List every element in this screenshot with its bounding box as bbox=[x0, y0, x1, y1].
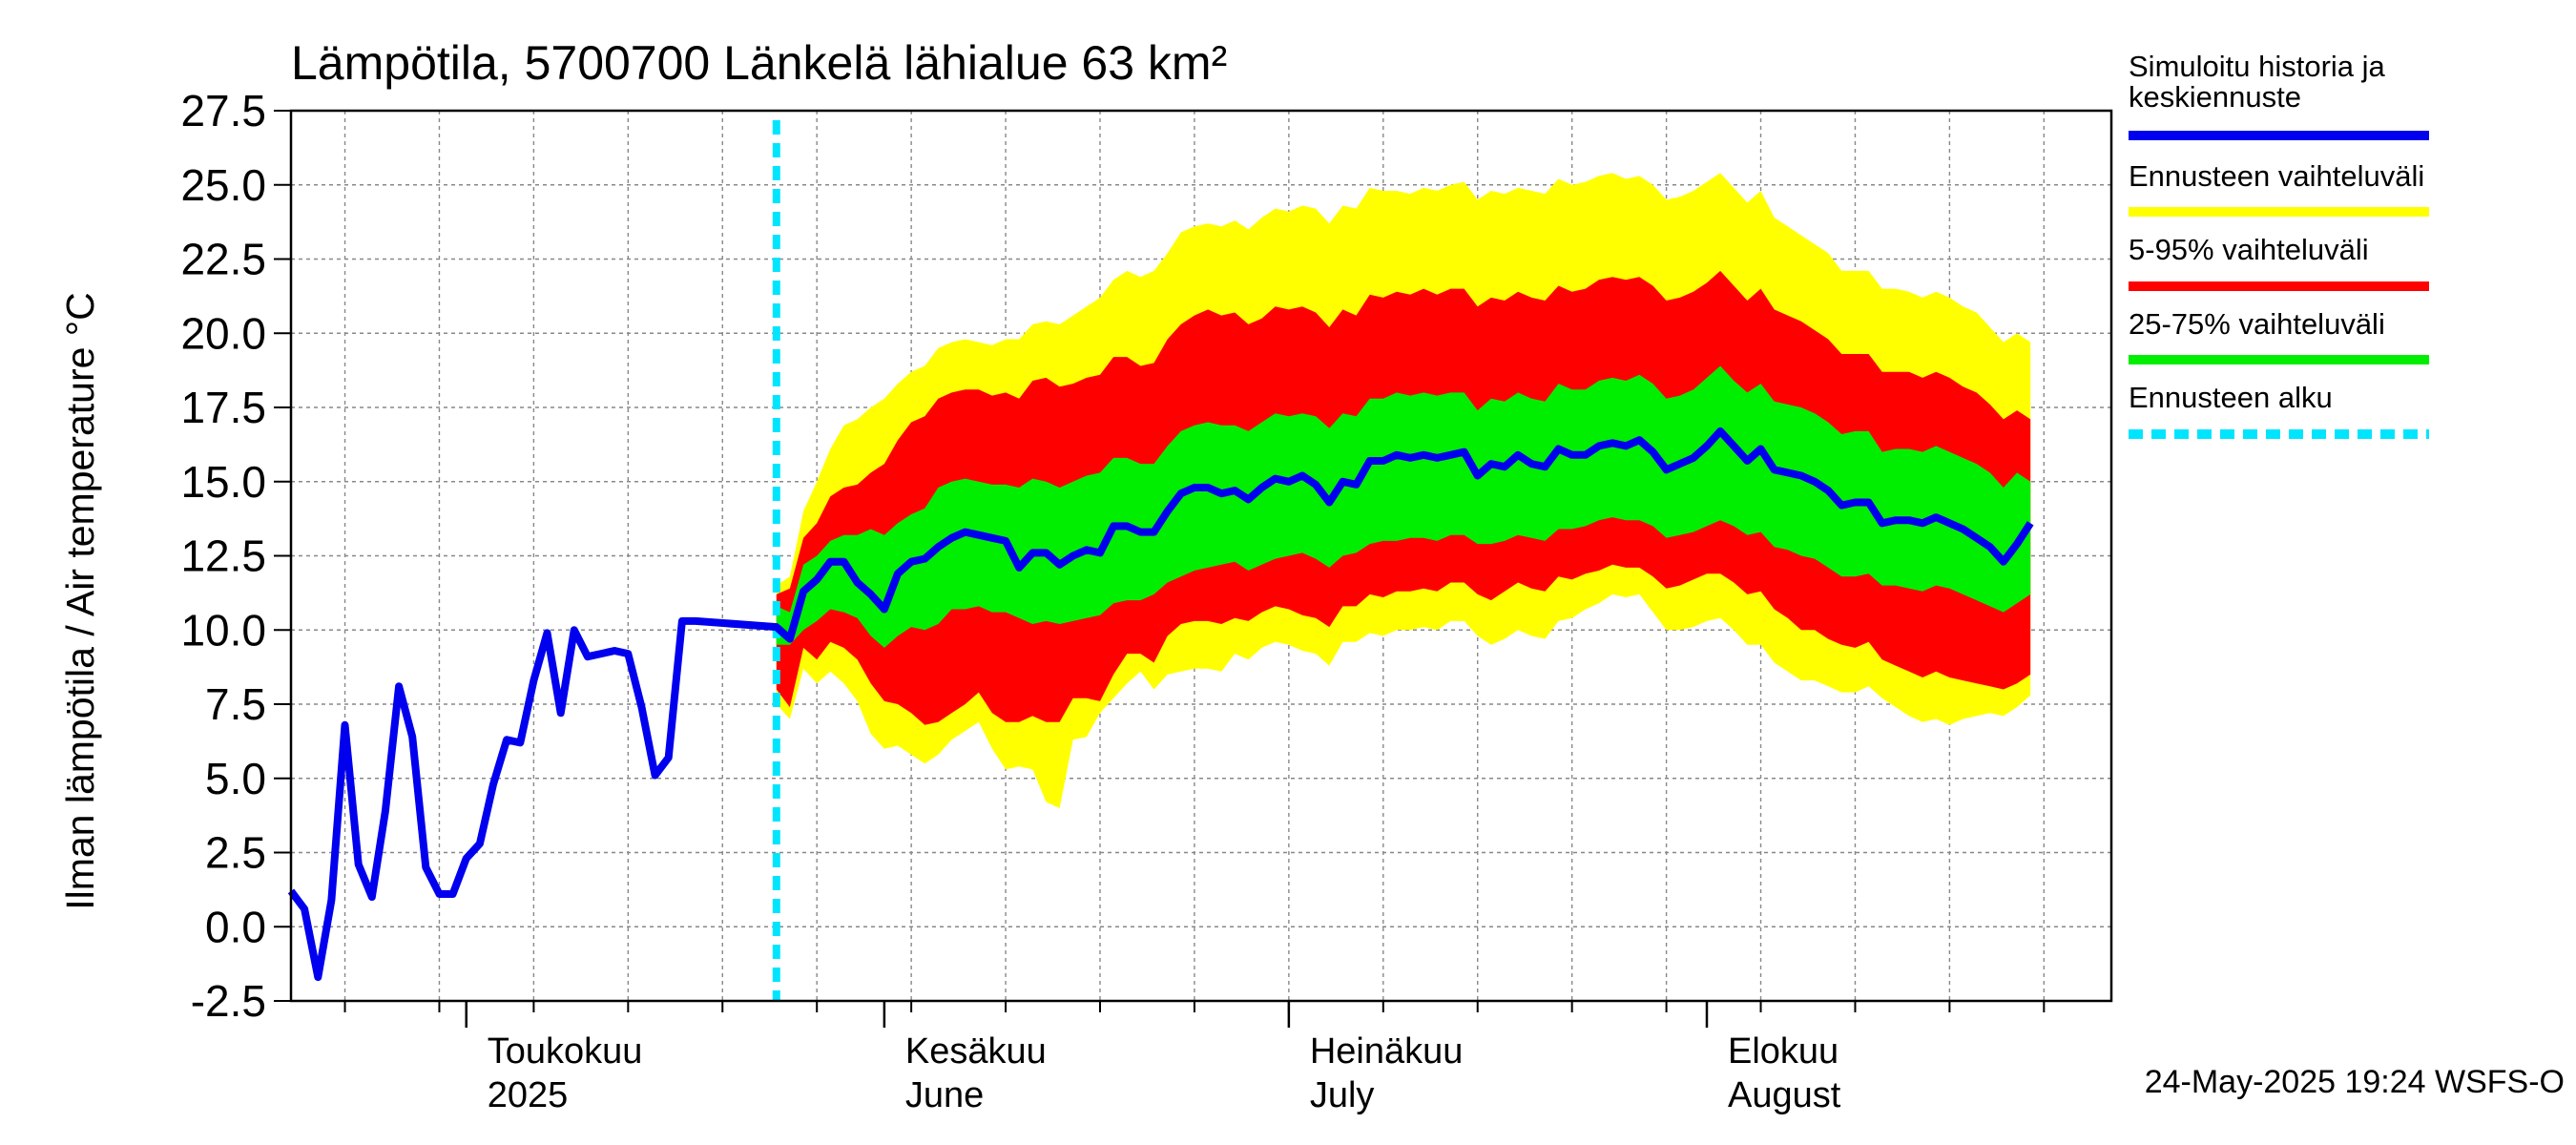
y-tick-label: 22.5 bbox=[180, 235, 266, 284]
y-tick-label: -2.5 bbox=[191, 976, 266, 1026]
y-tick-label: 15.0 bbox=[180, 457, 266, 507]
chart-title: Lämpötila, 5700700 Länkelä lähialue 63 k… bbox=[291, 36, 1227, 90]
footer-timestamp: 24-May-2025 19:24 WSFS-O bbox=[2145, 1064, 2565, 1100]
y-tick-label: 17.5 bbox=[180, 383, 266, 432]
y-tick-label: 12.5 bbox=[180, 531, 266, 581]
month-sublabel: June bbox=[905, 1075, 984, 1115]
y-axis-label: Ilman lämpötila / Air temperature °C bbox=[58, 292, 102, 910]
month-sublabel: 2025 bbox=[488, 1075, 569, 1115]
legend-label: Ennusteen alku bbox=[2129, 381, 2333, 414]
legend-label: 5-95% vaihteluväli bbox=[2129, 233, 2369, 266]
y-tick-label: 27.5 bbox=[180, 86, 266, 135]
series-lines bbox=[287, 120, 2034, 1001]
month-label: Elokuu bbox=[1728, 1031, 1839, 1072]
month-sublabel: August bbox=[1728, 1075, 1841, 1115]
median-history-line bbox=[287, 427, 2034, 982]
y-tick-label: 2.5 bbox=[205, 828, 266, 878]
legend-label: Ennusteen vaihteluväli bbox=[2129, 159, 2424, 193]
y-tick-label: 5.0 bbox=[205, 754, 266, 803]
legend-label: Simuloitu historia ja bbox=[2129, 50, 2386, 83]
legend-label-line2: keskiennuste bbox=[2129, 80, 2301, 114]
y-tick-label: 20.0 bbox=[180, 308, 266, 358]
y-tick-label: 0.0 bbox=[205, 902, 266, 951]
y-axis-ticks: 27.5 25.0 22.5 20.0 17.5 15.0 12.5 10.0 7.5 5.0 2.… bbox=[180, 86, 291, 1026]
month-label: Kesäkuu bbox=[905, 1031, 1047, 1072]
forecast-bands bbox=[776, 173, 2031, 808]
y-tick-label: 25.0 bbox=[180, 160, 266, 210]
y-tick-label: 7.5 bbox=[205, 679, 266, 729]
y-tick-label: 10.0 bbox=[180, 605, 266, 655]
month-sublabel: July bbox=[1310, 1075, 1375, 1115]
month-label: Toukokuu bbox=[488, 1031, 643, 1072]
legend-label: 25-75% vaihteluväli bbox=[2129, 307, 2385, 341]
month-label: Heinäkuu bbox=[1310, 1031, 1464, 1072]
